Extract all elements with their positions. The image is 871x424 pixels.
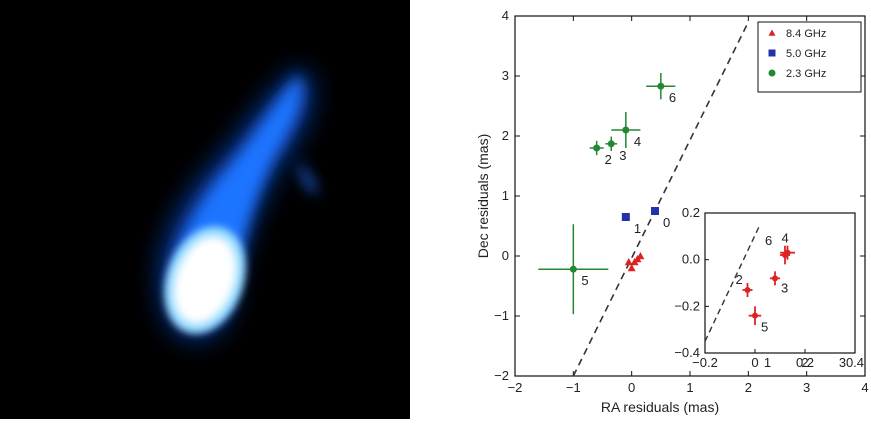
- data-point: [657, 82, 665, 90]
- data-point: [768, 69, 776, 77]
- point-label: 3: [619, 148, 626, 163]
- legend-label: 5.0 GHz: [786, 48, 826, 60]
- point-label: 6: [669, 90, 676, 105]
- inset-x-tick-label: 0.4: [846, 355, 864, 370]
- data-point: [772, 275, 778, 282]
- inset-y-tick-label: 0.0: [682, 252, 700, 267]
- y-tick-label: 2: [502, 128, 509, 143]
- data-point: [744, 287, 751, 293]
- x-tick-label: −2: [508, 380, 523, 395]
- inset-minor-tick-label: 3: [839, 355, 846, 370]
- data-point: [607, 140, 615, 148]
- data-point: [768, 29, 776, 36]
- x-axis-title: RA residuals (mas): [601, 399, 719, 415]
- x-tick-label: 0: [628, 380, 635, 395]
- y-tick-label: 3: [502, 68, 509, 83]
- legend-box: [757, 21, 862, 93]
- data-point: [768, 49, 776, 57]
- point-label: 4: [634, 134, 641, 149]
- point-label: 0: [663, 215, 670, 230]
- data-point: [622, 126, 630, 134]
- data-point: [636, 252, 645, 260]
- point-label: 2: [605, 152, 612, 167]
- inset-x-tick-label: 0: [751, 355, 758, 370]
- data-point: [627, 264, 636, 272]
- inset-point-label: 5: [761, 320, 768, 335]
- legend: 8.4 GHz 5.0 GHz 2.3 GHz: [757, 21, 862, 93]
- reference-line: [572, 21, 750, 377]
- data-point: [621, 213, 630, 221]
- inset-reference-line: [704, 224, 761, 342]
- y-tick-label: 4: [502, 8, 509, 23]
- inset-y-tick-label: 0.2: [682, 205, 700, 220]
- point-label: 1: [634, 221, 641, 236]
- data-point: [782, 252, 788, 258]
- data-point: [593, 144, 601, 152]
- inset-minor-tick-label: 1: [764, 355, 771, 370]
- data-point: [752, 312, 758, 319]
- x-tick-label: 3: [803, 380, 810, 395]
- data-point: [651, 207, 659, 215]
- legend-label: 2.3 GHz: [786, 68, 826, 80]
- y-tick-label: −2: [494, 368, 509, 383]
- x-tick-label: −1: [566, 380, 581, 395]
- point-label: 5: [581, 273, 588, 288]
- inset-point-label: 4: [782, 231, 789, 246]
- y-tick-label: 0: [502, 248, 509, 263]
- inset-point-label: 2: [736, 272, 743, 287]
- inset-frame: [704, 212, 856, 354]
- x-tick-label: 2: [745, 380, 752, 395]
- inset-y-tick-label: −0.4: [674, 345, 700, 360]
- inset-minor-tick-label: 2: [801, 355, 808, 370]
- inset-point-label: 3: [781, 280, 788, 295]
- inset-x-tick-label: 0.2: [796, 355, 814, 370]
- data-point: [624, 258, 633, 266]
- y-tick-label: 1: [502, 188, 509, 203]
- y-axis-title: Dec residuals (mas): [475, 134, 491, 258]
- inset-y-tick-label: −0.2: [674, 298, 700, 313]
- y-tick-label: −1: [494, 308, 509, 323]
- x-tick-label: 4: [861, 380, 868, 395]
- inset-point-label: 6: [765, 233, 772, 248]
- radio-source-image: [0, 0, 410, 419]
- inset-x-tick-label: −0.2: [692, 355, 718, 370]
- legend-label: 8.4 GHz: [786, 28, 826, 40]
- radio-jet-render: [0, 0, 410, 419]
- x-tick-label: 1: [686, 380, 693, 395]
- data-point: [569, 265, 577, 273]
